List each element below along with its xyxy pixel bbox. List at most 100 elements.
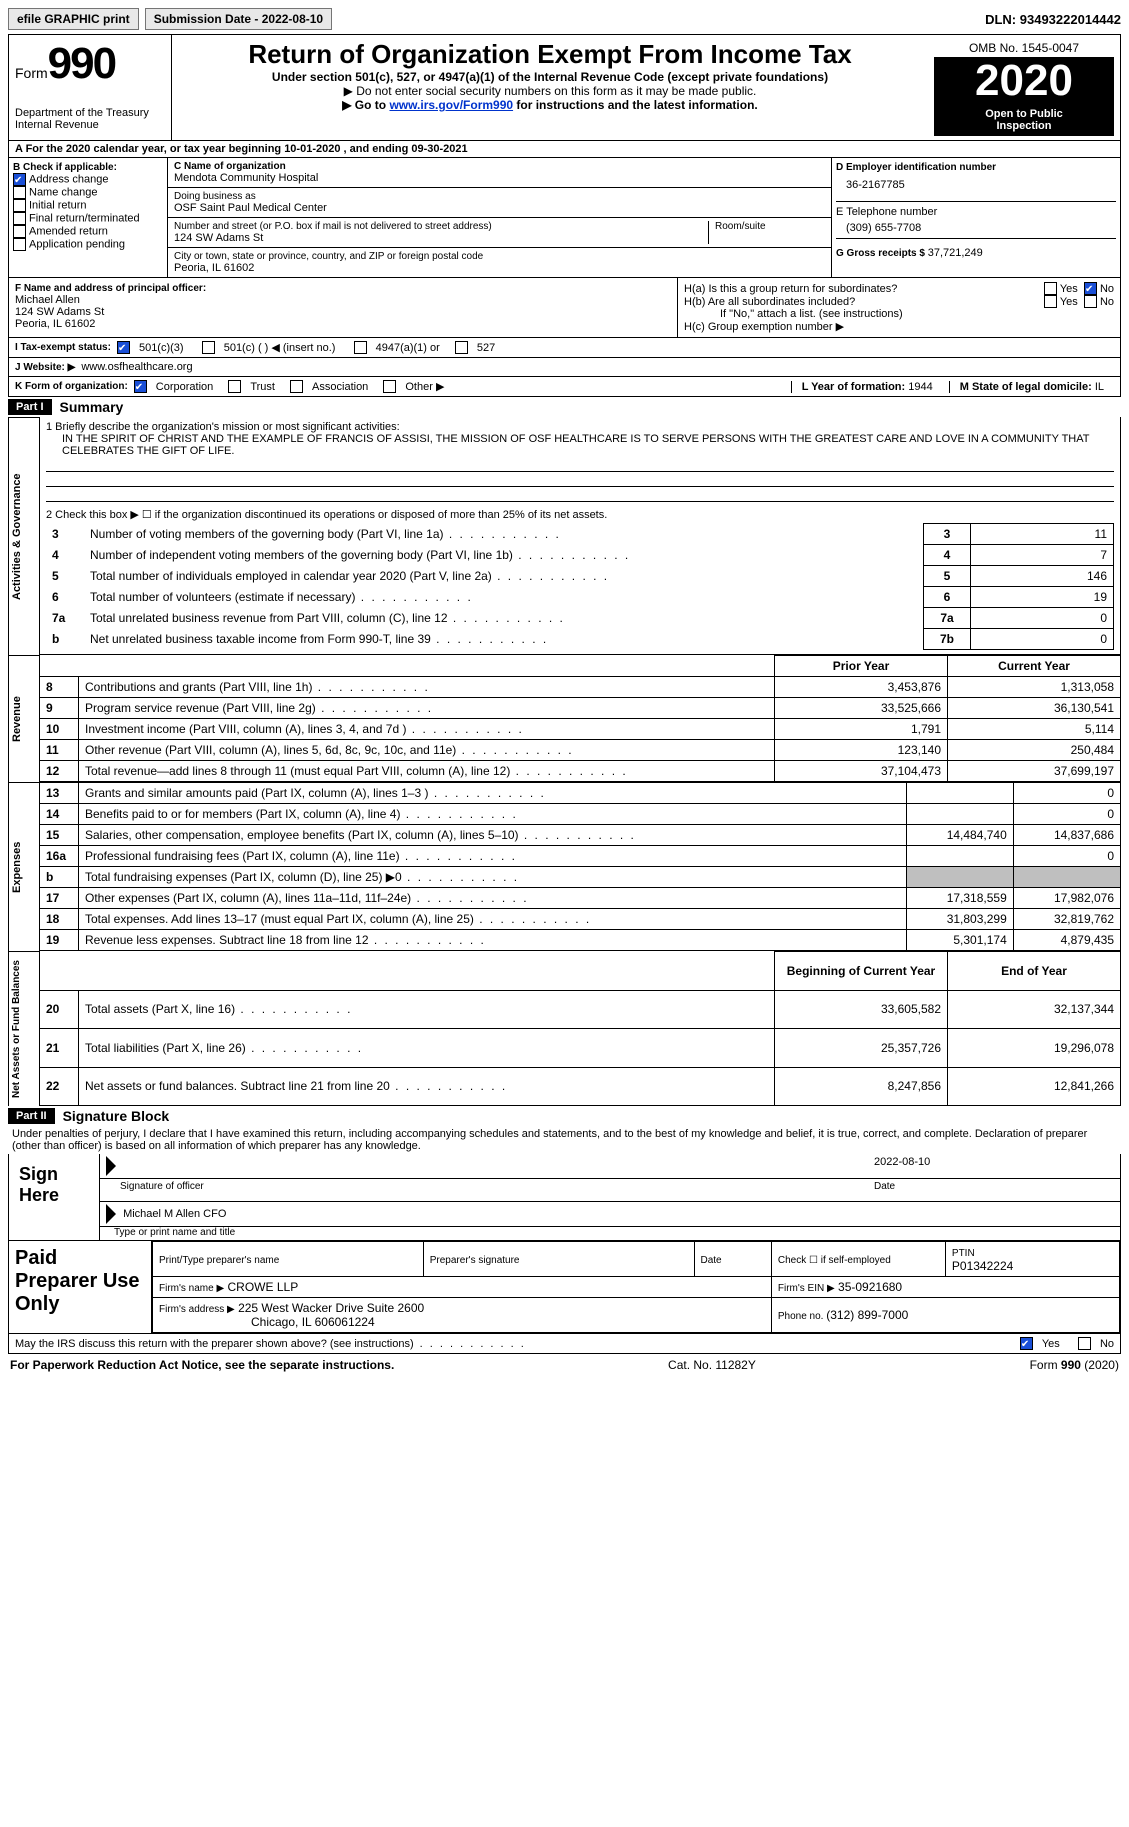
dln-value: 93493222014442	[1020, 12, 1121, 27]
discuss-yes-checkbox[interactable]	[1020, 1337, 1033, 1350]
status-527-checkbox[interactable]	[455, 341, 468, 354]
firm-ein: 35-0921680	[838, 1280, 902, 1294]
line-k-l-m: K Form of organization: Corporation Trus…	[9, 376, 1120, 396]
officer-printed: Michael M Allen CFO	[123, 1208, 226, 1220]
room-label: Room/suite	[715, 221, 825, 232]
line-l: L Year of formation: 1944	[791, 381, 943, 393]
sig-officer-label: Signature of officer	[120, 1181, 204, 1199]
form-year-cell: OMB No. 1545-0047 2020 Open to PublicIns…	[928, 35, 1120, 140]
line-m: M State of legal domicile: IL	[949, 381, 1114, 393]
preparer-table: Print/Type preparer's name Preparer's si…	[152, 1241, 1120, 1333]
boxb-checkbox-5[interactable]	[13, 238, 26, 251]
website-value: www.osfhealthcare.org	[81, 361, 192, 373]
topbar: efile GRAPHIC print Submission Date - 20…	[8, 8, 1121, 30]
preparer-selfemp: Check ☐ if self-employed	[778, 1255, 891, 1266]
page-footer: For Paperwork Reduction Act Notice, see …	[8, 1354, 1121, 1376]
vlabel-expenses: Expenses	[8, 782, 40, 951]
tax-year: 2020	[934, 58, 1114, 104]
street-label: Number and street (or P.O. box if mail i…	[174, 221, 708, 232]
form-990-footer: Form 990 (2020)	[1030, 1358, 1119, 1372]
part1-title: Summary	[52, 397, 132, 417]
street-value: 124 SW Adams St	[174, 232, 708, 244]
k-trust-checkbox[interactable]	[228, 380, 241, 393]
k-label: K Form of organization:	[15, 381, 128, 392]
form-subtitle-3: ▶ Go to www.irs.gov/Form990 for instruct…	[182, 98, 918, 112]
goto-post: for instructions and the latest informat…	[513, 98, 758, 112]
boxb-checkbox-2[interactable]	[13, 199, 26, 212]
arrow-icon	[106, 1204, 116, 1224]
sign-here-label: Sign Here	[9, 1154, 99, 1240]
hb-yes-checkbox[interactable]	[1044, 295, 1057, 308]
discuss-no-checkbox[interactable]	[1078, 1337, 1091, 1350]
part1-governance: Activities & Governance 1 Briefly descri…	[8, 417, 1121, 655]
firm-addr2: Chicago, IL 606061224	[251, 1315, 375, 1329]
paid-preparer-block: Paid Preparer Use Only Print/Type prepar…	[8, 1241, 1121, 1354]
city-value: Peoria, IL 61602	[174, 262, 825, 274]
status-4947-checkbox[interactable]	[354, 341, 367, 354]
pra-notice: For Paperwork Reduction Act Notice, see …	[10, 1358, 394, 1372]
boxb-label-2: Initial return	[29, 200, 86, 212]
hb-no-checkbox[interactable]	[1084, 295, 1097, 308]
preparer-sig-label: Preparer's signature	[430, 1255, 520, 1266]
mission-label: 1 Briefly describe the organization's mi…	[46, 421, 1114, 433]
k-other-checkbox[interactable]	[383, 380, 396, 393]
dots	[420, 1338, 1014, 1350]
status-501c-checkbox[interactable]	[202, 341, 215, 354]
status-501c3-checkbox[interactable]	[117, 341, 130, 354]
box-b: B Check if applicable: Address changeNam…	[9, 158, 168, 277]
firm-name: CROWE LLP	[228, 1280, 299, 1294]
part2-title: Signature Block	[55, 1106, 178, 1126]
irs-form990-link[interactable]: www.irs.gov/Form990	[389, 98, 513, 112]
firm-addr1: 225 West Wacker Drive Suite 2600	[238, 1301, 424, 1315]
form-title-cell: Return of Organization Exempt From Incom…	[172, 35, 928, 140]
part1-bar: Part I Summary	[8, 397, 1121, 417]
k-corp-checkbox[interactable]	[134, 380, 147, 393]
hc-label: H(c) Group exemption number ▶	[684, 320, 1114, 333]
phone-label: E Telephone number	[836, 206, 937, 218]
vlabel-governance: Activities & Governance	[8, 417, 40, 655]
firm-phone: (312) 899-7000	[826, 1308, 908, 1322]
part1-revenue: Revenue Prior YearCurrent Year8Contribut…	[8, 655, 1121, 782]
officer-printed-label: Type or print name and title	[100, 1227, 1120, 1240]
revenue-table: Prior YearCurrent Year8Contributions and…	[40, 655, 1121, 782]
netassets-table: Beginning of Current YearEnd of Year20To…	[40, 951, 1121, 1106]
officer-city: Peoria, IL 61602	[15, 318, 95, 330]
dept-treasury: Department of the Treasury	[15, 107, 165, 119]
part2-number: Part II	[8, 1108, 55, 1124]
boxb-label-5: Application pending	[29, 239, 125, 251]
ha-yes-checkbox[interactable]	[1044, 282, 1057, 295]
k-assoc-checkbox[interactable]	[290, 380, 303, 393]
box-d-e-g: D Employer identification number 36-2167…	[832, 158, 1120, 277]
boxb-checkbox-3[interactable]	[13, 212, 26, 225]
boxb-checkbox-1[interactable]	[13, 186, 26, 199]
part1-expenses: Expenses 13Grants and similar amounts pa…	[8, 782, 1121, 951]
boxb-label-0: Address change	[29, 174, 109, 186]
officer-street: 124 SW Adams St	[15, 306, 104, 318]
hb-label: H(b) Are all subordinates included?	[684, 296, 1044, 308]
boxb-label-1: Name change	[29, 187, 98, 199]
vlabel-revenue: Revenue	[8, 655, 40, 782]
officer-label: F Name and address of principal officer:	[15, 283, 206, 294]
phone-value: (309) 655-7708	[836, 218, 1116, 238]
boxb-checkbox-0[interactable]	[13, 173, 26, 186]
line-i-status: I Tax-exempt status: 501(c)(3) 501(c) ( …	[9, 337, 1120, 357]
hb-note: If "No," attach a list. (see instruction…	[684, 308, 1114, 320]
submission-date-button[interactable]: Submission Date - 2022-08-10	[145, 8, 332, 30]
box-f: F Name and address of principal officer:…	[9, 278, 678, 337]
officer-name: Michael Allen	[15, 294, 80, 306]
ptin-value: P01342224	[952, 1259, 1013, 1273]
goto-pre: ▶ Go to	[342, 98, 389, 112]
line-2-discontinued: 2 Check this box ▶ ☐ if the organization…	[46, 508, 1114, 521]
vlabel-netassets: Net Assets or Fund Balances	[8, 951, 40, 1106]
line-a-period: A For the 2020 calendar year, or tax yea…	[9, 140, 1120, 157]
status-label: I Tax-exempt status:	[15, 342, 111, 353]
section-b-to-g: B Check if applicable: Address changeNam…	[9, 157, 1120, 277]
boxb-checkbox-4[interactable]	[13, 225, 26, 238]
arrow-icon	[106, 1156, 116, 1176]
dept-irs: Internal Revenue	[15, 119, 165, 131]
sig-date-label: Date	[874, 1181, 1114, 1199]
cat-no: Cat. No. 11282Y	[668, 1358, 756, 1372]
ha-no-checkbox[interactable]	[1084, 282, 1097, 295]
efile-graphic-print-button[interactable]: efile GRAPHIC print	[8, 8, 139, 30]
form-number-cell: Form990 Department of the Treasury Inter…	[9, 35, 172, 140]
